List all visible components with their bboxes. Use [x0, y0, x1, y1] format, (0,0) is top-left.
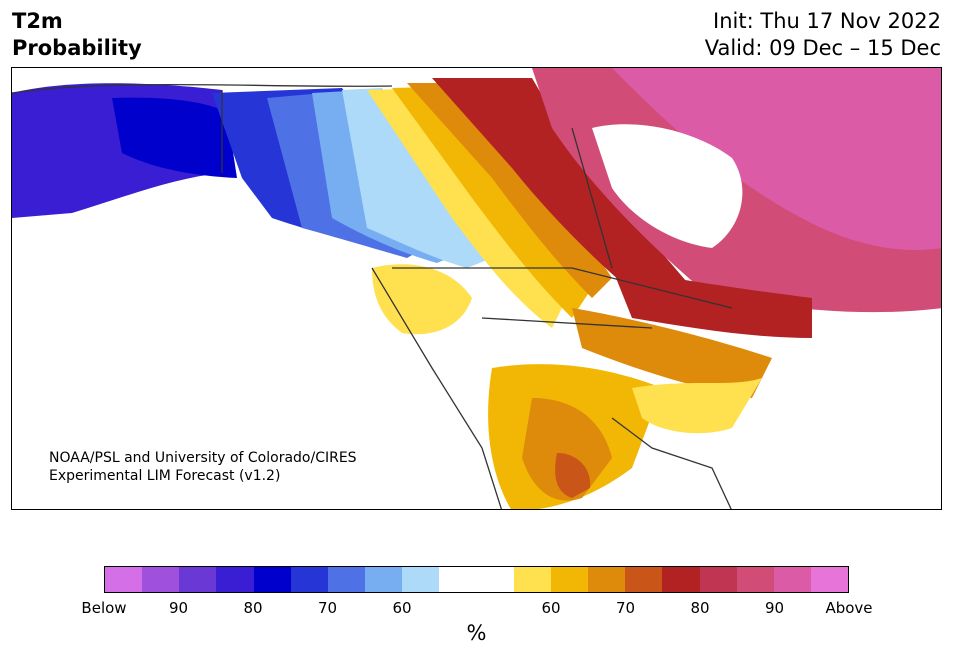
color-scale-tick-label: Above	[825, 599, 873, 617]
hudson-bay	[592, 124, 743, 248]
color-swatch	[142, 567, 180, 592]
color-swatch	[699, 567, 737, 592]
color-swatch	[810, 567, 849, 592]
alaska-core-cold	[112, 97, 237, 178]
forecast-dates: Init: Thu 17 Nov 2022 Valid: 09 Dec – 15…	[705, 8, 941, 62]
color-swatch	[105, 567, 143, 592]
color-swatch	[439, 567, 477, 592]
credit-line-2: Experimental LIM Forecast (v1.2)	[49, 468, 281, 484]
color-swatch	[773, 567, 811, 592]
plains-orange	[392, 86, 592, 318]
prairie-dark-orange	[407, 83, 612, 298]
color-scale-tick-label: 70	[615, 599, 636, 617]
color-swatch	[625, 567, 663, 592]
texas-dark-orange	[522, 398, 612, 501]
color-swatch	[216, 567, 254, 592]
color-scale-unit: %	[466, 621, 487, 645]
color-swatch	[662, 567, 700, 592]
credit-text: NOAA/PSL and University of Colorado/CIRE…	[49, 449, 357, 485]
color-swatch	[402, 567, 440, 592]
pale-blue-band	[342, 88, 492, 268]
southwest-yellow	[372, 264, 472, 335]
gulf-red-orange	[555, 453, 591, 498]
color-scale-tick-label: 60	[392, 599, 412, 617]
credit-line-1: NOAA/PSL and University of Colorado/CIRE…	[49, 450, 357, 466]
color-scale-tick-label: Below	[81, 599, 127, 617]
map-canvas	[12, 68, 941, 509]
probability-map: NOAA/PSL and University of Colorado/CIRE…	[11, 67, 942, 510]
color-scale-tick-label: 60	[541, 599, 561, 617]
valid-period: Valid: 09 Dec – 15 Dec	[704, 36, 941, 60]
color-swatch	[513, 567, 551, 592]
color-swatch	[253, 567, 291, 592]
coastline	[12, 83, 733, 509]
map-title: T2m Probability	[12, 8, 142, 62]
title-line-2: Probability	[12, 36, 142, 60]
color-scale-ticks: Below 90 80 70 60 60 70 80 90 Above	[81, 599, 872, 619]
color-swatch	[179, 567, 217, 592]
title-line-1: T2m	[12, 9, 63, 33]
color-swatch	[327, 567, 366, 592]
prairie-red	[432, 78, 692, 308]
color-scale-tick-label: 80	[243, 599, 263, 617]
color-swatch	[550, 567, 589, 592]
color-swatch	[365, 567, 403, 592]
color-swatch	[290, 567, 328, 592]
color-swatch	[588, 567, 626, 592]
init-date: Init: Thu 17 Nov 2022	[713, 9, 941, 33]
midwest-orange	[572, 308, 772, 398]
east-canada-pink	[612, 68, 941, 250]
color-scale-bar	[104, 566, 849, 593]
color-scale-tick-label: 90	[168, 599, 189, 617]
color-swatch	[736, 567, 774, 592]
color-scale-tick-label: 90	[764, 599, 785, 617]
color-scale-tick-label: 70	[317, 599, 338, 617]
southeast-yellow	[632, 378, 762, 434]
color-scale-tick-label: 80	[690, 599, 710, 617]
color-swatch	[476, 567, 514, 592]
